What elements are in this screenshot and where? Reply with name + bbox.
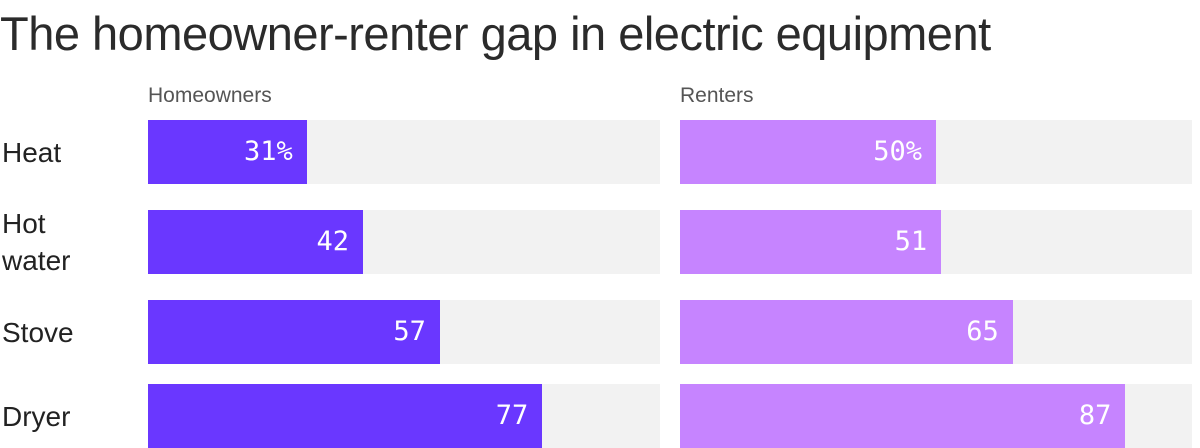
bar-value-label: 57 xyxy=(393,316,426,347)
bar-homeowners-dryer: 77 xyxy=(148,384,543,448)
bar-renters-dryer: 87 xyxy=(680,384,1126,448)
bar-track: 57 xyxy=(148,300,660,364)
bar-value-label: 65 xyxy=(966,316,999,347)
bar-value-label: 77 xyxy=(495,400,529,431)
bar-track: 87 xyxy=(680,384,1192,448)
bar-track: 31% xyxy=(148,120,660,184)
chart-title: The homeowner-renter gap in electric equ… xyxy=(0,7,991,60)
category-label-stove: Stove xyxy=(2,316,74,348)
bar-renters-stove: 65 xyxy=(680,300,1013,364)
category-label-dryer: Dryer xyxy=(2,400,71,432)
bar-track: 50% xyxy=(680,120,1192,184)
bar-homeowners-stove: 57 xyxy=(148,300,440,364)
bar-value-label: 51 xyxy=(894,226,928,257)
bar-homeowners-hot-water: 42 xyxy=(148,210,364,274)
bar-value-label: 42 xyxy=(316,226,350,257)
bar-track: 77 xyxy=(148,384,660,448)
category-label-heat: Heat xyxy=(2,136,62,168)
bar-value-label: 87 xyxy=(1078,400,1112,431)
bar-value-label: 31% xyxy=(243,136,293,167)
bar-track: 51 xyxy=(680,210,1192,274)
panel-label-homeowners: Homeowners xyxy=(148,84,272,107)
bar-track: 42 xyxy=(148,210,660,274)
category-label-hot-water: Hot water xyxy=(2,208,71,276)
bar-renters-hot-water: 51 xyxy=(680,210,942,274)
bar-homeowners-heat: 31% xyxy=(148,120,307,184)
panel-label-renters: Renters xyxy=(680,84,754,107)
bar-value-label: 50% xyxy=(873,136,922,167)
bar-track: 65 xyxy=(680,300,1192,364)
bar-renters-heat: 50% xyxy=(680,120,936,184)
